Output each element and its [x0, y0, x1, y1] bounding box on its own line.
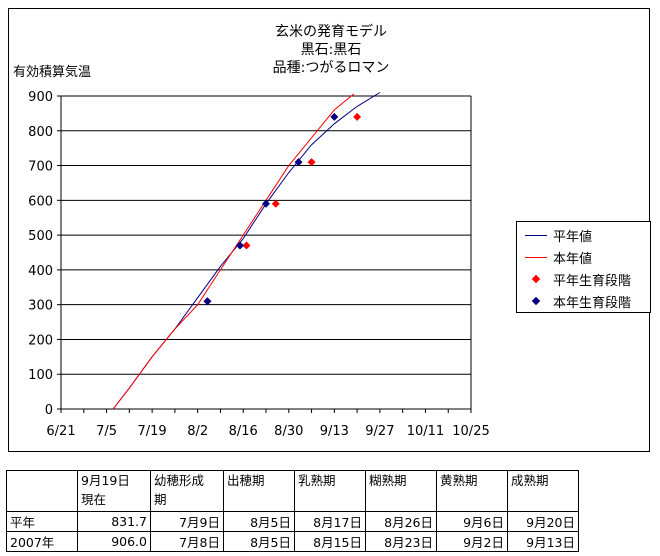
- y-tick-label: 800: [28, 125, 53, 140]
- plot-area: [61, 96, 471, 409]
- legend-diamond-red-icon: [523, 270, 549, 288]
- header-date-line2: 現在: [81, 492, 107, 507]
- data-point-marker: [294, 158, 303, 167]
- header-stage-line2: 期: [154, 492, 167, 507]
- y-tick-label: 0: [45, 403, 53, 418]
- x-tick-label: 10/11: [407, 424, 444, 439]
- y-tick-label: 900: [28, 90, 53, 105]
- legend-line-red-icon: [523, 248, 549, 266]
- data-point-marker: [203, 297, 212, 306]
- legend-label: 平年値: [553, 229, 593, 245]
- table-cell: 9月13日: [507, 531, 579, 552]
- chart-title-line: 品種:つがるロマン: [273, 60, 390, 76]
- table-row-label: 2007年: [6, 531, 78, 552]
- table-header-cell: 乳熟期: [294, 470, 366, 512]
- y-tick-label: 400: [28, 264, 53, 279]
- data-point-marker: [262, 199, 270, 208]
- chart-title-line: 玄米の発育モデル: [275, 23, 387, 40]
- table-header-cell: [6, 470, 78, 512]
- x-tick-label: 8/30: [274, 424, 303, 439]
- legend-item-honnen-line: 本年値: [523, 248, 593, 267]
- table-cell: 9月6日: [436, 511, 508, 532]
- chart-legend: 平年値 本年値 平年生育段階 本年生育段階: [516, 221, 651, 313]
- series-line-1: [112, 93, 355, 410]
- legend-diamond-navy-icon: [523, 292, 549, 310]
- table-cell: 906.0: [77, 531, 151, 552]
- data-point-marker: [235, 241, 244, 250]
- data-point-marker: [307, 158, 316, 167]
- table-header-row: 9月19日現在 幼穂形成期 出穂期 乳熟期 糊熟期 黄熟期 成熟期: [6, 470, 579, 512]
- table-cell: 9月2日: [436, 531, 508, 552]
- table-row: 2007年 906.0 7月8日 8月5日 8月15日 8月23日 9月2日 9…: [6, 531, 579, 552]
- table-row-label: 平年: [6, 511, 78, 532]
- chart-title-line: 黒石:黒石: [301, 42, 362, 58]
- legend-item-heinen-stage: 平年生育段階: [523, 270, 632, 289]
- growth-stage-table: 9月19日現在 幼穂形成期 出穂期 乳熟期 糊熟期 黄熟期 成熟期 平年 831…: [6, 470, 579, 552]
- y-tick-label: 100: [28, 368, 53, 383]
- table-cell: 8月5日: [223, 531, 295, 552]
- data-point-marker: [330, 112, 339, 121]
- table-header-cell: 成熟期: [507, 470, 579, 512]
- table-header-cell: 黄熟期: [436, 470, 508, 512]
- y-tick-label: 500: [28, 229, 53, 244]
- table-row: 平年 831.7 7月9日 8月5日 8月17日 8月26日 9月6日 9月20…: [6, 511, 579, 532]
- x-tick-label: 7/19: [138, 424, 167, 439]
- x-tick-label: 8/2: [187, 424, 208, 439]
- table-cell: 831.7: [77, 511, 151, 532]
- table-cell: 9月20日: [507, 511, 579, 532]
- data-point-marker: [271, 199, 280, 208]
- legend-label: 平年生育段階: [553, 273, 632, 289]
- x-tick-label: 9/27: [365, 424, 394, 439]
- chart-frame: 玄米の発育モデル 黒石:黒石品種:つがるロマン 有効積算気温 0 100 200 300 40…: [8, 8, 651, 452]
- x-tick-label: 10/25: [452, 424, 489, 439]
- y-tick-label: 200: [28, 333, 53, 348]
- table-cell: 8月17日: [294, 511, 366, 532]
- table-header-cell: 9月19日現在: [77, 470, 151, 512]
- data-point-marker: [242, 241, 251, 250]
- table-cell: 8月26日: [365, 511, 437, 532]
- legend-line-navy-icon: [523, 226, 549, 244]
- x-tick-label: 8/16: [229, 424, 258, 439]
- legend-label: 本年値: [553, 251, 593, 267]
- table-cell: 7月9日: [150, 511, 224, 532]
- y-tick-label: 700: [28, 160, 53, 175]
- x-tick-label: 7/5: [96, 424, 117, 439]
- table-cell: 8月5日: [223, 511, 295, 532]
- table-cell: 7月8日: [150, 531, 224, 552]
- table-cell: 8月23日: [365, 531, 437, 552]
- legend-item-honnen-stage: 本年生育段階: [523, 292, 632, 311]
- y-axis-label: 有効積算気温: [13, 64, 91, 80]
- legend-item-heinen-line: 平年値: [523, 226, 593, 245]
- table-header-cell: 出穂期: [223, 470, 295, 512]
- table-cell: 8月15日: [294, 531, 366, 552]
- header-date-line1: 9月19日: [81, 473, 130, 488]
- y-tick-label: 600: [28, 194, 53, 209]
- y-tick-label: 300: [28, 299, 53, 314]
- table-header-cell: 幼穂形成期: [150, 470, 224, 512]
- table-header-cell: 糊熟期: [365, 470, 437, 512]
- data-point-marker: [353, 112, 362, 121]
- header-stage-line1: 幼穂形成: [154, 473, 205, 488]
- legend-label: 本年生育段階: [553, 295, 632, 311]
- x-tick-label: 6/21: [46, 424, 75, 439]
- x-tick-label: 9/13: [320, 424, 349, 439]
